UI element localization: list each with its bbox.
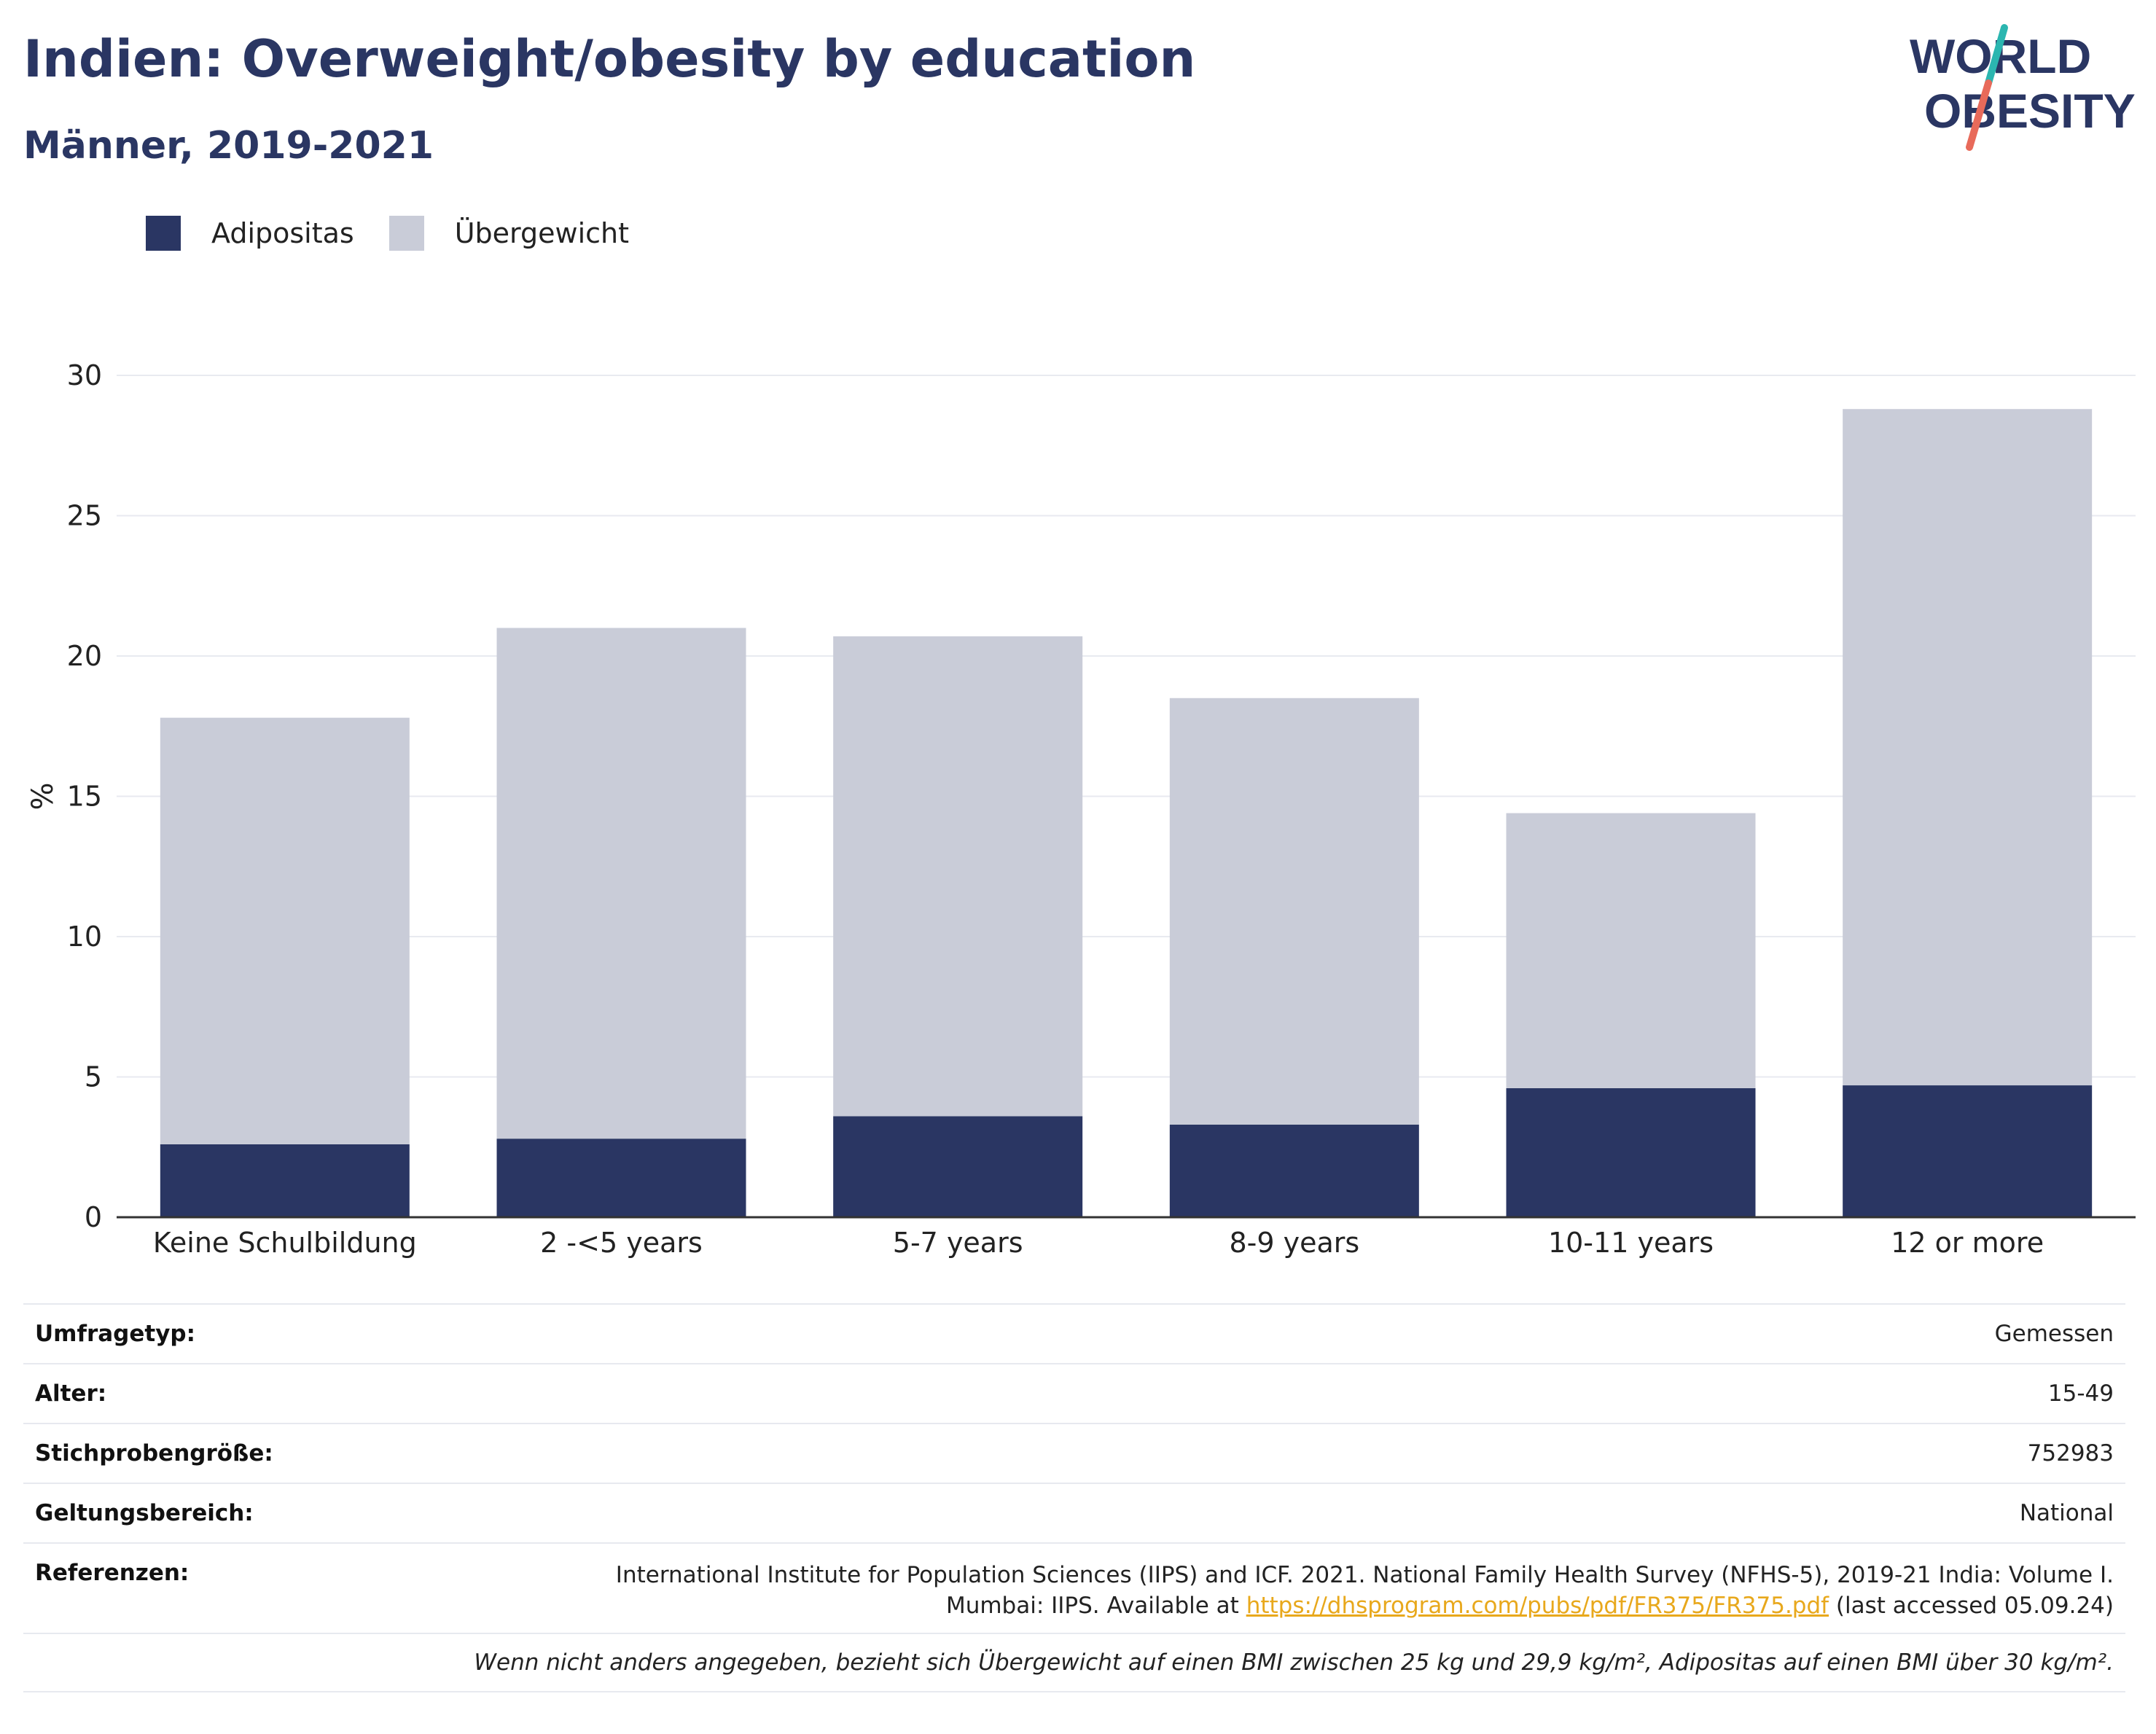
logo-slash-teal bbox=[1985, 24, 2008, 87]
legend-item-adipositas[interactable]: Adipositas bbox=[146, 216, 354, 251]
bar-uebergewicht bbox=[496, 628, 746, 1139]
x-tick-label: 8-9 years bbox=[1229, 1227, 1359, 1259]
info-row-sample-size: Stichprobengröße: 752983 bbox=[23, 1423, 2125, 1483]
info-row-survey-type: Umfragetyp: Gemessen bbox=[23, 1303, 2125, 1363]
chart-subtitle: Männer, 2019-2021 bbox=[23, 124, 434, 168]
stacked-bar-chart: 0 5 10 15 20 25 30% Keine Schulbildung 2 -<5 yea… bbox=[26, 359, 2136, 1259]
info-key: Stichprobengröße: bbox=[35, 1440, 273, 1467]
x-tick-label: 2 -<5 years bbox=[540, 1227, 703, 1259]
x-tick-label: 12 or more bbox=[1891, 1227, 2044, 1259]
references-line2-suffix: (last accessed 05.09.24) bbox=[1829, 1593, 2114, 1619]
references-line2-prefix: Mumbai: IIPS. Available at bbox=[945, 1593, 1246, 1619]
bar-uebergewicht bbox=[1506, 813, 1756, 1088]
y-tick-label: 20 bbox=[67, 640, 102, 672]
bar-adipositas bbox=[496, 1139, 746, 1217]
info-key: Referenzen: bbox=[35, 1560, 190, 1586]
bar-adipositas bbox=[1506, 1087, 1756, 1217]
references-line1: International Institute for Population S… bbox=[615, 1562, 2114, 1588]
references-link[interactable]: https://dhsprogram.com/pubs/pdf/FR375/FR… bbox=[1246, 1593, 1829, 1619]
bar-uebergewicht bbox=[1169, 698, 1419, 1125]
info-value: 15-49 bbox=[2047, 1380, 2114, 1407]
y-tick-label: 0 bbox=[85, 1201, 102, 1233]
x-tick-label: 5-7 years bbox=[893, 1227, 1023, 1259]
survey-info-table: Umfragetyp: Gemessen Alter: 15-49 Stichp… bbox=[23, 1303, 2125, 1692]
chart-legend: Adipositas Übergewicht bbox=[146, 216, 664, 251]
legend-swatch-uebergewicht bbox=[388, 216, 424, 251]
y-tick-label: 15 bbox=[67, 781, 102, 813]
world-obesity-logo: WORLD OBESITY bbox=[1910, 24, 2136, 151]
bar-adipositas bbox=[160, 1144, 410, 1217]
info-row-scope: Geltungsbereich: National bbox=[23, 1483, 2125, 1542]
legend-label-uebergewicht: Übergewicht bbox=[454, 217, 629, 249]
bar-uebergewicht bbox=[1843, 409, 2093, 1086]
logo-text-obesity: OBESITY bbox=[1924, 84, 2136, 138]
definition-note: Wenn nicht anders angegeben, bezieht sic… bbox=[474, 1649, 2114, 1676]
info-row-age: Alter: 15-49 bbox=[23, 1363, 2125, 1423]
legend-item-uebergewicht[interactable]: Übergewicht bbox=[388, 216, 629, 251]
y-axis-label: % bbox=[26, 782, 60, 810]
bar-uebergewicht bbox=[833, 636, 1083, 1117]
bar-adipositas bbox=[1169, 1124, 1419, 1217]
y-tick-label: 5 bbox=[85, 1061, 102, 1093]
info-value: 752983 bbox=[2027, 1440, 2114, 1467]
bar-adipositas bbox=[1843, 1085, 2093, 1217]
legend-label-adipositas: Adipositas bbox=[211, 217, 354, 249]
y-tick-label: 30 bbox=[67, 359, 102, 391]
info-row-note: Wenn nicht anders angegeben, bezieht sic… bbox=[23, 1633, 2125, 1692]
info-key: Alter: bbox=[35, 1380, 107, 1407]
info-key: Geltungsbereich: bbox=[35, 1500, 254, 1526]
y-tick-label: 25 bbox=[67, 500, 102, 532]
chart-title: Indien: Overweight/obesity by education bbox=[23, 29, 1196, 89]
x-tick-label: Keine Schulbildung bbox=[153, 1227, 417, 1259]
info-row-references: Referenzen: International Institute for … bbox=[23, 1542, 2125, 1633]
y-tick-label: 10 bbox=[67, 921, 102, 953]
info-value: National bbox=[2019, 1500, 2114, 1526]
references-text: International Institute for Population S… bbox=[616, 1560, 2114, 1621]
legend-swatch-adipositas bbox=[146, 216, 181, 251]
info-key: Umfragetyp: bbox=[35, 1321, 195, 1347]
bar-uebergewicht bbox=[160, 717, 410, 1144]
logo-slash-red bbox=[1966, 79, 1992, 151]
info-value: Gemessen bbox=[1994, 1321, 2114, 1347]
bar-adipositas bbox=[833, 1116, 1083, 1217]
x-tick-label: 10-11 years bbox=[1548, 1227, 1714, 1259]
